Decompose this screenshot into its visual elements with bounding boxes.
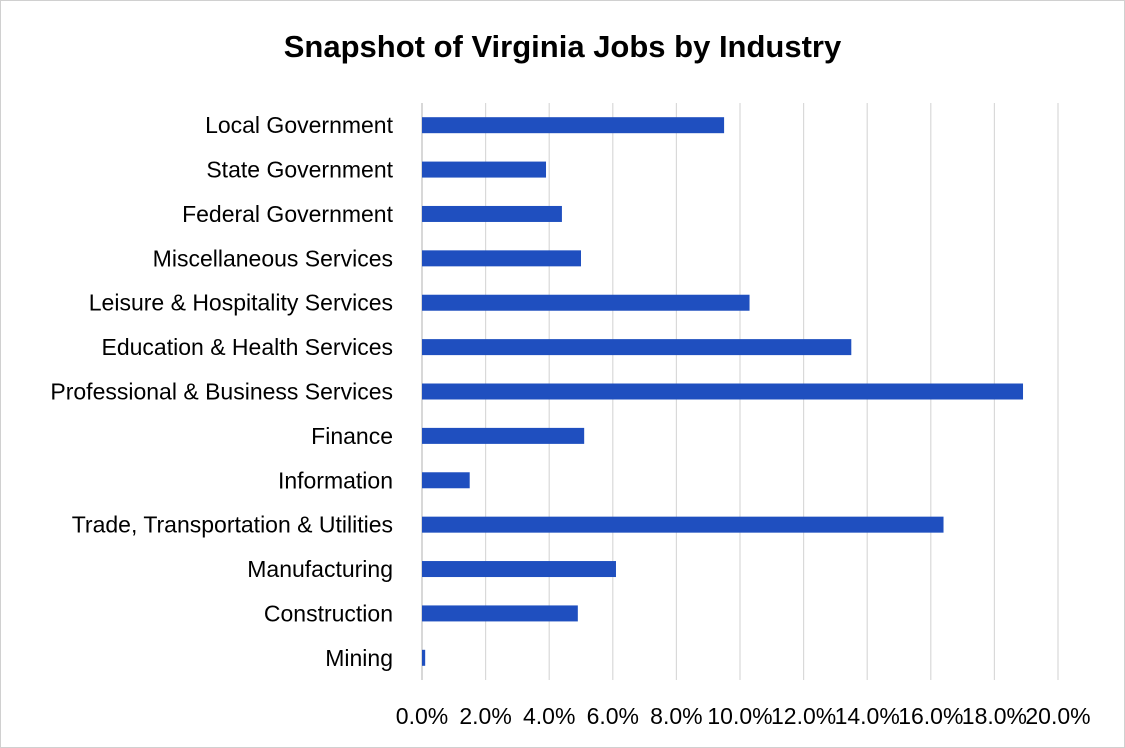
x-tick-label: 8.0% (650, 703, 702, 729)
bar (422, 516, 944, 533)
x-tick-label: 18.0% (962, 703, 1027, 729)
category-label: State Government (206, 157, 393, 183)
chart-title: Snapshot of Virginia Jobs by Industry (283, 29, 842, 64)
category-label: Leisure & Hospitality Services (89, 290, 393, 316)
x-tick-labels: 0.0% 2.0% 4.0% 6.0% 8.0% 10.0%12.0%14.0%16.0%… (396, 703, 1091, 729)
x-tick-label: 0.0% (396, 703, 448, 729)
x-tick-label: 12.0% (771, 703, 836, 729)
bars (422, 117, 1024, 666)
bar (422, 649, 426, 666)
x-tick-label: 16.0% (898, 703, 963, 729)
category-label: Federal Government (182, 201, 394, 227)
x-tick-label: 10.0% (707, 703, 772, 729)
category-label: Miscellaneous Services (153, 245, 393, 271)
category-labels: Local Government State Government Federal … (50, 112, 393, 671)
category-label: Local Government (205, 112, 394, 138)
x-tick-label: 4.0% (523, 703, 575, 729)
bar (422, 383, 1024, 400)
category-label: Manufacturing (247, 556, 393, 582)
category-label: Mining (325, 645, 393, 671)
category-label: Education & Health Services (102, 334, 394, 360)
bar (422, 117, 725, 134)
category-label: Information (278, 467, 393, 493)
bar (422, 250, 581, 267)
bar (422, 472, 470, 489)
bar (422, 339, 852, 356)
x-tick-label: 2.0% (459, 703, 511, 729)
category-label: Finance (311, 423, 393, 449)
bar (422, 161, 547, 178)
bar (422, 427, 585, 444)
bar (422, 294, 750, 311)
bar (422, 605, 578, 622)
category-label: Professional & Business Services (50, 379, 393, 405)
bar (422, 205, 562, 222)
bar (422, 561, 616, 578)
x-tick-label: 6.0% (587, 703, 639, 729)
x-tick-label: 14.0% (835, 703, 900, 729)
category-label: Trade, Transportation & Utilities (72, 512, 393, 538)
category-label: Construction (264, 600, 393, 626)
x-tick-label: 20.0% (1025, 703, 1090, 729)
